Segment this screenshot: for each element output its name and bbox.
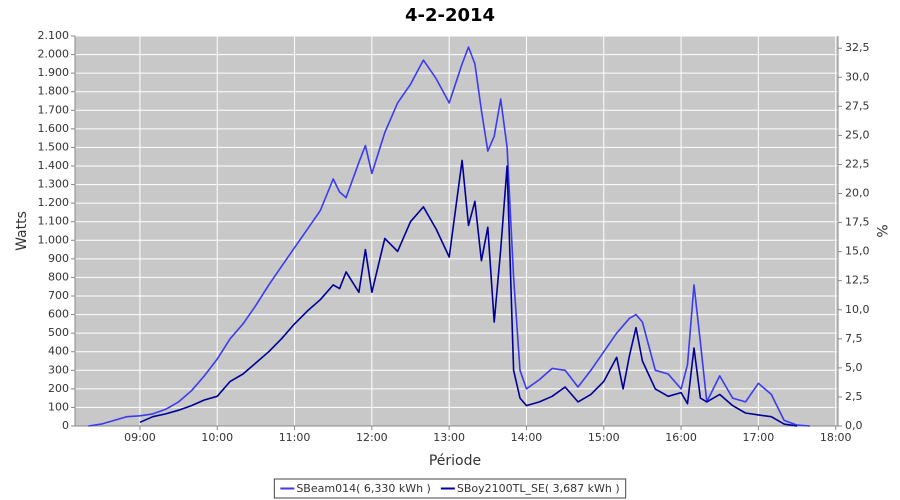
y-tick-label: 2.000 [38, 48, 70, 61]
x-axis-label: Période [429, 453, 481, 469]
y-tick-label: 1.000 [38, 233, 70, 246]
chart-title: 4-2-2014 [405, 5, 495, 26]
y2-tick-label: 12,5 [845, 274, 870, 287]
y-tick-label: 1.600 [38, 122, 70, 135]
plot-area [75, 36, 838, 426]
y-tick-label: 1.500 [38, 140, 70, 153]
y2-tick-label: 5,0 [845, 361, 863, 374]
series-line [88, 46, 810, 427]
x-tick-label: 18:00 [820, 431, 852, 444]
y2-tick-label: 17,5 [845, 216, 870, 229]
y-tick-label: 1.100 [38, 215, 70, 228]
y2-tick-label: 15,0 [845, 245, 870, 258]
y-tick-label: 800 [48, 270, 69, 283]
y-tick-label: 0 [62, 419, 69, 432]
y-tick-label: 1.300 [38, 178, 70, 191]
x-tick-label: 11:00 [279, 431, 311, 444]
y2-tick-label: 0,0 [845, 419, 863, 432]
y-tick-label: 1.400 [38, 159, 70, 172]
y-tick-label: 400 [48, 345, 69, 358]
y-tick-label: 600 [48, 308, 69, 321]
y2-tick-label: 32,5 [845, 41, 870, 54]
x-tick-label: 16:00 [665, 431, 697, 444]
y-tick-label: 2.100 [38, 29, 70, 42]
x-tick-label: 17:00 [743, 431, 775, 444]
y2-tick-label: 7,5 [845, 332, 863, 345]
y2-tick-label: 30,0 [845, 70, 870, 83]
x-tick-label: 15:00 [588, 431, 620, 444]
x-tick-label: 12:00 [356, 431, 388, 444]
y2-tick-label: 20,0 [845, 187, 870, 200]
x-tick-label: 10:00 [201, 431, 233, 444]
legend: SBeam014( 6,330 kWh ) SBoy2100TL_SE( 3,68… [273, 478, 627, 499]
y-tick-label: 900 [48, 252, 69, 265]
x-tick-label: 14:00 [511, 431, 543, 444]
y2-tick-label: 25,0 [845, 128, 870, 141]
y-tick-label: 500 [48, 326, 69, 339]
legend-label: SBoy2100TL_SE( 3,687 kWh ) [457, 482, 620, 495]
y2-tick-label: 27,5 [845, 99, 870, 112]
y-tick-label: 1.800 [38, 85, 70, 98]
x-tick-label: 09:00 [124, 431, 156, 444]
y-tick-label: 1.700 [38, 103, 70, 116]
y2-tick-label: 10,0 [845, 303, 870, 316]
x-tick-label: 13:00 [433, 431, 465, 444]
y2-axis-label: % [873, 224, 889, 237]
y-tick-label: 300 [48, 363, 69, 376]
legend-label: SBeam014( 6,330 kWh ) [296, 482, 431, 495]
y-tick-label: 1.200 [38, 196, 70, 209]
series-line [139, 159, 798, 427]
y-tick-label: 200 [48, 382, 69, 395]
y2-tick-label: 22,5 [845, 157, 870, 170]
y-tick-label: 1.900 [38, 66, 70, 79]
y-tick-label: 700 [48, 289, 69, 302]
y-tick-label: 100 [48, 400, 69, 413]
y-axis-label: Watts [14, 211, 30, 251]
y2-tick-label: 2,5 [845, 390, 863, 403]
